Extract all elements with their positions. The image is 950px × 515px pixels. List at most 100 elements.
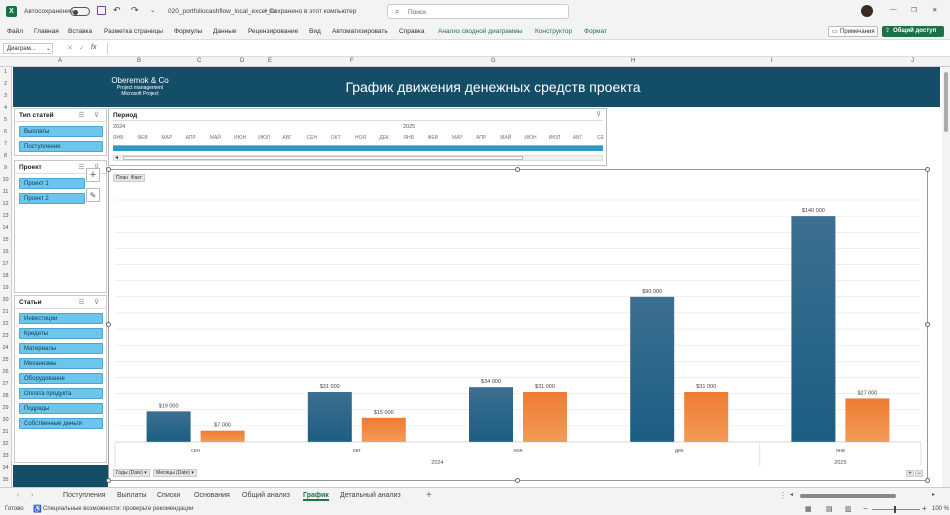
scroll-thumb[interactable]	[123, 156, 523, 160]
row-header[interactable]: 9	[3, 165, 8, 171]
add-sheet-icon[interactable]: +	[426, 490, 432, 501]
close-icon[interactable]: ✕	[932, 7, 938, 14]
menu-review[interactable]: Рецензирование	[248, 28, 299, 35]
customize-qat-icon[interactable]: ⌄	[150, 7, 156, 14]
menu-data[interactable]: Данные	[213, 28, 237, 35]
column-header[interactable]: B	[137, 58, 142, 64]
column-header[interactable]: C	[197, 58, 202, 64]
resize-handle[interactable]	[925, 478, 930, 483]
scroll-left-icon[interactable]: ◂	[115, 155, 119, 161]
resize-handle[interactable]	[106, 478, 111, 483]
slicer-articles[interactable]: Статьи ☰ ⊽ Инвестиции Кредиты Материалы …	[14, 295, 107, 463]
slicer-item[interactable]: Оборудование	[19, 373, 103, 384]
comments-button[interactable]: ▭ Примечания	[828, 26, 878, 37]
timeline-month[interactable]: ИЮН	[524, 135, 537, 141]
slicer-item[interactable]: Проект 2	[19, 193, 85, 204]
row-header[interactable]: 8	[3, 153, 8, 159]
row-header[interactable]: 19	[2, 285, 9, 291]
row-header[interactable]: 5	[3, 117, 8, 123]
cancel-icon[interactable]: ✕	[67, 45, 73, 52]
row-header[interactable]: 3	[3, 93, 8, 99]
row-header[interactable]: 17	[2, 261, 9, 267]
row-header[interactable]: 21	[2, 309, 9, 315]
redo-icon[interactable]: ↷	[131, 5, 139, 15]
autosave-toggle[interactable]	[70, 7, 90, 16]
resize-handle[interactable]	[925, 167, 930, 172]
row-header[interactable]: 16	[2, 249, 9, 255]
zoom-in-icon[interactable]: +	[922, 504, 927, 513]
timeline-month[interactable]: ЯНВ	[113, 135, 124, 141]
resize-handle[interactable]	[106, 322, 111, 327]
axis-field-button-years[interactable]: Годы (Date) ▾	[113, 469, 150, 477]
multi-select-icon[interactable]: ☰	[78, 164, 85, 171]
timeline-month[interactable]: АПР	[476, 135, 487, 141]
zoom-out-icon[interactable]: −	[863, 504, 868, 513]
timeline-scrollbar[interactable]: ◂	[113, 155, 603, 161]
row-header[interactable]: 15	[2, 237, 9, 243]
menu-design[interactable]: Конструктор	[535, 28, 573, 35]
timeline-month[interactable]: ИЮЛ	[258, 135, 270, 141]
fx-label[interactable]: fx	[91, 44, 97, 51]
timeline-slicer[interactable]: Период ⊽ 2024 2025 ЯНВ ФЕВ МАР АПР МАЙ ИЮН ИЮЛ…	[108, 108, 607, 166]
slicer-item[interactable]: Выплаты	[19, 126, 103, 137]
column-header[interactable]: G	[491, 58, 496, 64]
row-header[interactable]: 2	[3, 81, 8, 87]
slicer-item[interactable]: Материалы	[19, 343, 103, 354]
sheet-tab[interactable]: Детальный анализ	[340, 492, 401, 499]
row-header[interactable]: 24	[2, 345, 9, 351]
slicer-item[interactable]: Подряды	[19, 403, 103, 414]
vertical-scrollbar[interactable]	[942, 67, 950, 487]
row-header[interactable]: 1	[3, 69, 8, 75]
row-header[interactable]: 18	[2, 273, 9, 279]
multi-select-icon[interactable]: ☰	[78, 112, 85, 119]
menu-help[interactable]: Справка	[399, 28, 425, 35]
slicer-item[interactable]: Механизмы	[19, 358, 103, 369]
scroll-thumb[interactable]	[944, 72, 948, 132]
clear-filter-icon[interactable]: ⊽	[93, 299, 100, 306]
accessibility-icon[interactable]: ♿	[33, 506, 42, 513]
timeline-month[interactable]: МАР	[451, 135, 463, 141]
row-header[interactable]: 26	[2, 369, 9, 375]
timeline-month[interactable]: НОЯ	[355, 135, 367, 141]
row-header[interactable]: 10	[2, 177, 9, 183]
timeline-month[interactable]: ДЕК	[379, 135, 389, 141]
slicer-item[interactable]: Оплата продукта	[19, 388, 103, 399]
clear-filter-icon[interactable]: ⊽	[93, 112, 100, 119]
sheet-tab[interactable]: Списки	[157, 492, 181, 499]
resize-handle[interactable]	[515, 167, 520, 172]
column-header[interactable]: E	[268, 58, 273, 64]
menu-view[interactable]: Вид	[309, 28, 321, 35]
row-header[interactable]: 27	[2, 381, 9, 387]
timeline-month[interactable]: ИЮЛ	[548, 135, 561, 141]
pivot-chart[interactable]: План Факт $19 000 $7 000 сен $31 000 $15 000…	[108, 169, 928, 481]
slicer-item[interactable]: Поступление	[19, 141, 103, 152]
resize-handle[interactable]	[106, 167, 111, 172]
timeline-month[interactable]: ФЕВ	[427, 135, 439, 141]
page-break-view-icon[interactable]: ▥	[845, 506, 852, 513]
save-status[interactable]: • Сохранено в этот компьютер	[265, 8, 357, 15]
sheet-tab[interactable]: Выплаты	[117, 492, 147, 499]
resize-handle[interactable]	[515, 478, 520, 483]
timeline-month[interactable]: АВГ	[572, 135, 583, 141]
collapse-field-button[interactable]: −	[915, 470, 923, 477]
undo-icon[interactable]: ↶	[113, 5, 121, 15]
axis-field-button-months[interactable]: Месяцы (Date) ▾	[153, 469, 197, 477]
menu-file[interactable]: Файл	[7, 28, 23, 35]
scroll-thumb[interactable]	[800, 494, 896, 498]
menu-automate[interactable]: Автоматизировать	[332, 28, 388, 35]
timeline-month[interactable]: ЯНВ	[403, 135, 414, 141]
column-header[interactable]: I	[771, 58, 773, 64]
timeline-month[interactable]: АПР	[185, 135, 196, 141]
row-header[interactable]: 34	[2, 465, 9, 471]
slicer-project[interactable]: Проект ☰ ⊽ Проект 1 Проект 2	[14, 160, 107, 293]
slicer-item[interactable]: Инвестиции	[19, 313, 103, 324]
timeline-month[interactable]: МАЙ	[500, 135, 512, 141]
row-header[interactable]: 25	[2, 357, 9, 363]
name-box[interactable]: Диаграм... ⌄	[3, 43, 53, 54]
row-header[interactable]: 14	[2, 225, 9, 231]
timeline-period-bar[interactable]	[113, 145, 603, 151]
sheet-tab-active[interactable]: График	[303, 492, 329, 501]
prev-sheet-icon[interactable]: ‹	[17, 492, 20, 499]
row-header[interactable]: 12	[2, 201, 9, 207]
row-header[interactable]: 20	[2, 297, 9, 303]
